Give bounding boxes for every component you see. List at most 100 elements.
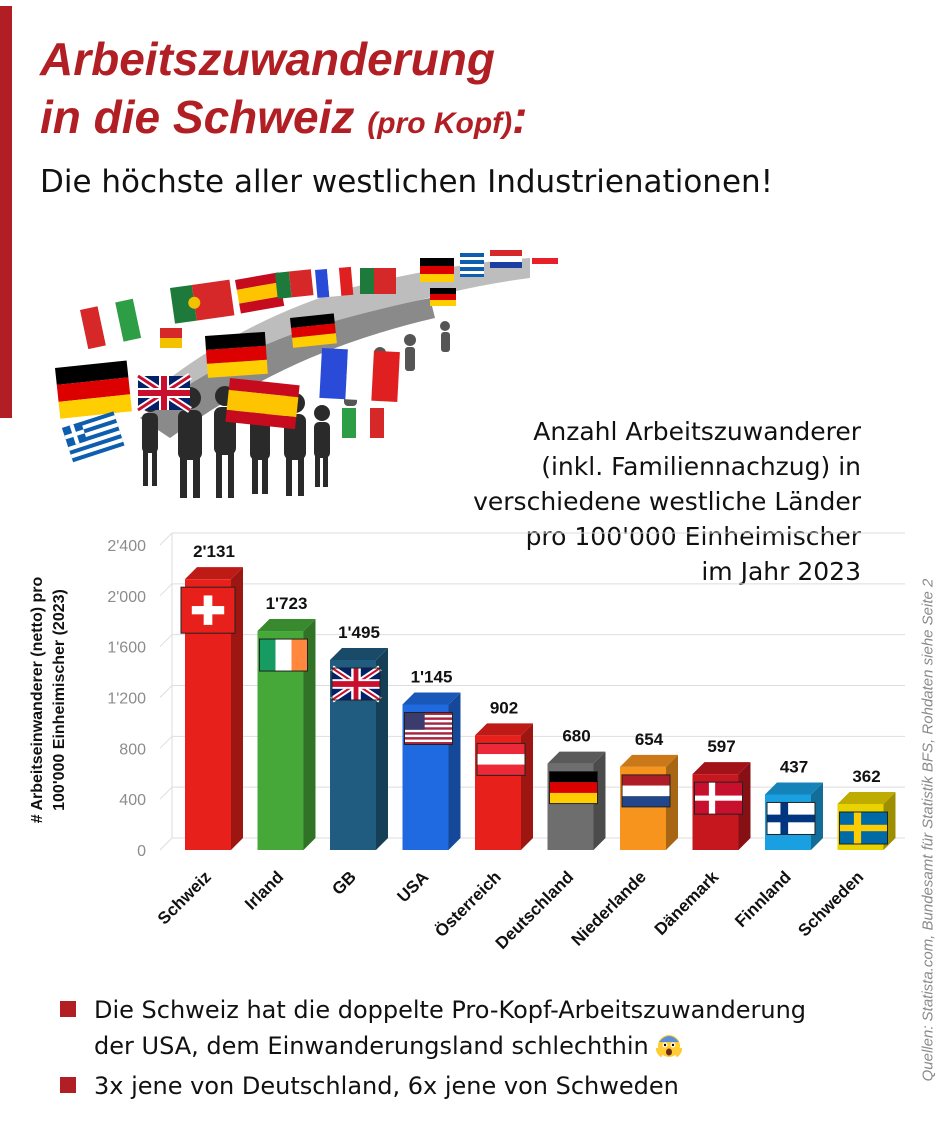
flag-part bbox=[694, 795, 743, 801]
flag-border bbox=[766, 801, 816, 835]
flag-part bbox=[275, 639, 292, 672]
flag-part bbox=[477, 743, 525, 755]
flag-part bbox=[404, 712, 453, 715]
bar-value-label: 1'495 bbox=[338, 623, 380, 642]
uk-flag bbox=[330, 665, 382, 703]
dutch-flag bbox=[621, 774, 671, 808]
caption-line-2: (inkl. Familiennachzug) in bbox=[541, 452, 861, 481]
bar-value-label: 597 bbox=[707, 737, 735, 756]
bar-chart: 0 400 800 1'200 1'600 2'000 2'400 # Arbeitseinw… bbox=[29, 532, 905, 953]
y-tick-label: 1'200 bbox=[107, 691, 146, 708]
flag-part bbox=[404, 734, 453, 738]
bar-side bbox=[303, 619, 316, 850]
flag-part bbox=[404, 712, 425, 730]
bar-value-label: 654 bbox=[635, 730, 664, 749]
bar-irland: 1'723 bbox=[257, 594, 316, 850]
bar-dänemark: 597 bbox=[692, 737, 751, 850]
bar-top bbox=[547, 751, 606, 764]
gridline-depth bbox=[159, 583, 173, 597]
flag-part bbox=[767, 814, 815, 823]
bar-top bbox=[257, 619, 316, 632]
flag-part bbox=[549, 771, 598, 783]
gridline-depth bbox=[159, 735, 173, 749]
title-colon: : bbox=[512, 91, 528, 143]
bullet-square-icon bbox=[60, 1077, 76, 1093]
x-tick-label: Irland bbox=[241, 867, 287, 913]
flag-part bbox=[332, 681, 380, 687]
gridline-depth bbox=[159, 837, 173, 851]
finding-1-line-2-text: der USA, dem Einwanderungsland schlechth… bbox=[94, 1032, 649, 1060]
chart-bars: 2'131 1'723 1'495 1'145 902 680 654 597 437 362 bbox=[180, 542, 896, 850]
irish-flag bbox=[259, 638, 308, 672]
shocked-face-icon bbox=[656, 1035, 683, 1058]
flag-part bbox=[404, 742, 453, 745]
waving-flags bbox=[55, 250, 558, 463]
bar-value-label: 902 bbox=[490, 698, 518, 717]
subtitle: Die höchste aller westlichen Industriena… bbox=[40, 164, 774, 200]
flag-part bbox=[839, 824, 888, 832]
flag-part bbox=[259, 639, 276, 672]
flag-part bbox=[404, 727, 453, 730]
bar-value-label: 1'145 bbox=[411, 667, 453, 686]
bar-top bbox=[330, 648, 388, 661]
x-tick-label: Finnland bbox=[731, 867, 795, 931]
danish-flag bbox=[694, 781, 743, 815]
caption-line-4: pro 100'000 Einheimischer bbox=[525, 522, 861, 551]
flag-part bbox=[404, 737, 453, 740]
finding-1-line-1: Die Schweiz hat die doppelte Pro-Kopf-Ar… bbox=[94, 996, 807, 1024]
finnish-flag bbox=[766, 801, 816, 835]
x-tick-label: Schweiz bbox=[154, 867, 215, 928]
y-tick-label: 0 bbox=[137, 843, 146, 860]
left-accent-bar bbox=[0, 6, 12, 418]
flag-border bbox=[180, 586, 236, 634]
finding-2-text: 3x jene von Deutschland, 6x jene von Sch… bbox=[94, 1072, 679, 1100]
flag-part bbox=[622, 785, 670, 797]
x-tick-label: Österreich bbox=[431, 867, 505, 941]
flag-part bbox=[477, 764, 525, 776]
y-axis: 0 400 800 1'200 1'600 2'000 2'400 # Arbeitseinw… bbox=[29, 538, 146, 860]
flag-border bbox=[259, 638, 308, 672]
flag-part bbox=[404, 717, 453, 720]
x-tick-label: USA bbox=[394, 867, 433, 906]
bar-top bbox=[765, 782, 823, 795]
swiss-flag bbox=[180, 586, 236, 634]
x-axis: Schweiz Irland GB USAÖsterreichDeutschlandN… bbox=[154, 867, 867, 953]
bar-top bbox=[620, 754, 678, 767]
bar-top bbox=[185, 567, 243, 580]
flag-part bbox=[191, 606, 225, 615]
x-tick-label: Schweden bbox=[794, 867, 867, 940]
x-tick-label: Dänemark bbox=[651, 867, 723, 939]
gridline-depth bbox=[159, 685, 173, 698]
german-flag bbox=[549, 771, 598, 805]
bar-value-label: 2'131 bbox=[193, 542, 235, 561]
title-line-1: Arbeitszuwanderung bbox=[40, 33, 495, 85]
key-findings: Die Schweiz hat die doppelte Pro-Kopf-Ar… bbox=[60, 992, 920, 1108]
bullet-square-icon bbox=[60, 1001, 76, 1017]
x-tick-label: Deutschland bbox=[492, 867, 578, 953]
bar-usa: 1'145 bbox=[402, 667, 461, 850]
y-tick-label: 1'600 bbox=[107, 640, 146, 657]
flag-border bbox=[621, 774, 671, 808]
finding-1: Die Schweiz hat die doppelte Pro-Kopf-Ar… bbox=[60, 992, 920, 1064]
gridline-depth bbox=[159, 786, 173, 800]
bar-side bbox=[231, 567, 243, 850]
flag-border bbox=[694, 781, 743, 815]
flag-part bbox=[549, 782, 598, 793]
swedish-flag bbox=[839, 811, 888, 845]
bar-gb: 1'495 bbox=[330, 623, 388, 850]
bar-deutschland: 680 bbox=[547, 727, 606, 850]
flag-part bbox=[622, 774, 670, 786]
finding-2: 3x jene von Deutschland, 6x jene von Sch… bbox=[60, 1068, 920, 1104]
finding-1-text: Die Schweiz hat die doppelte Pro-Kopf-Ar… bbox=[94, 992, 806, 1064]
flag-border bbox=[404, 711, 453, 745]
title-line-2: in die Schweiz (pro Kopf): bbox=[40, 92, 527, 149]
caption-line-3: verschiedene westliche Länder bbox=[473, 487, 861, 516]
flag-part bbox=[404, 732, 453, 735]
flag-part bbox=[404, 719, 453, 723]
bar-top bbox=[402, 692, 461, 705]
bar-niederlande: 654 bbox=[620, 730, 678, 850]
finding-1-line-2: der USA, dem Einwanderungsland schlechth… bbox=[94, 1028, 806, 1064]
flag-border bbox=[331, 667, 381, 701]
bar-value-label: 680 bbox=[562, 727, 590, 746]
y-tick-label: 800 bbox=[119, 741, 146, 758]
